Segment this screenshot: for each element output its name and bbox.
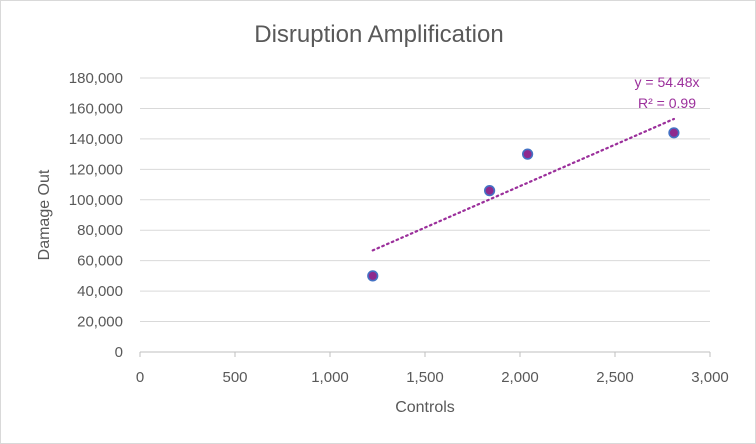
x-tick-label: 1,000 bbox=[311, 369, 349, 386]
x-axis-label: Controls bbox=[395, 399, 455, 416]
y-tick-label: 20,000 bbox=[77, 314, 123, 331]
y-tick-label: 180,000 bbox=[69, 70, 123, 87]
axes bbox=[139, 351, 711, 357]
y-tick-label: 80,000 bbox=[77, 222, 123, 239]
data-point bbox=[367, 270, 379, 282]
y-tick-labels: 0 20,000 40,000 60,000 80,000 100,000 120,000 1… bbox=[69, 70, 123, 361]
x-tick-label: 1,500 bbox=[406, 369, 444, 386]
x-tick-label: 2,000 bbox=[501, 369, 539, 386]
x-tick-labels: 0 500 1,000 1,500 2,000 2,500 3,000 bbox=[136, 369, 729, 386]
y-tick-label: 60,000 bbox=[77, 253, 123, 270]
x-tick-label: 2,500 bbox=[596, 369, 634, 386]
x-tick-label: 3,000 bbox=[691, 369, 729, 386]
y-tick-label: 100,000 bbox=[69, 192, 123, 209]
x-tick-label: 0 bbox=[136, 369, 144, 386]
data-points bbox=[367, 127, 680, 282]
y-tick-label: 140,000 bbox=[69, 131, 123, 148]
trendline-r-squared: R² = 0.99 bbox=[638, 95, 696, 111]
y-tick-label: 120,000 bbox=[69, 161, 123, 178]
trendline-equation: y = 54.48x bbox=[635, 74, 700, 90]
data-point bbox=[668, 127, 680, 139]
chart-title: Disruption Amplification bbox=[254, 21, 503, 48]
gridlines bbox=[140, 77, 710, 323]
data-point bbox=[484, 185, 496, 197]
y-axis-label: Damage Out bbox=[36, 169, 53, 260]
y-tick-label: 160,000 bbox=[69, 100, 123, 117]
y-tick-label: 40,000 bbox=[77, 283, 123, 300]
data-point bbox=[521, 148, 534, 160]
y-tick-label: 0 bbox=[115, 344, 123, 361]
x-tick-label: 500 bbox=[222, 369, 247, 386]
